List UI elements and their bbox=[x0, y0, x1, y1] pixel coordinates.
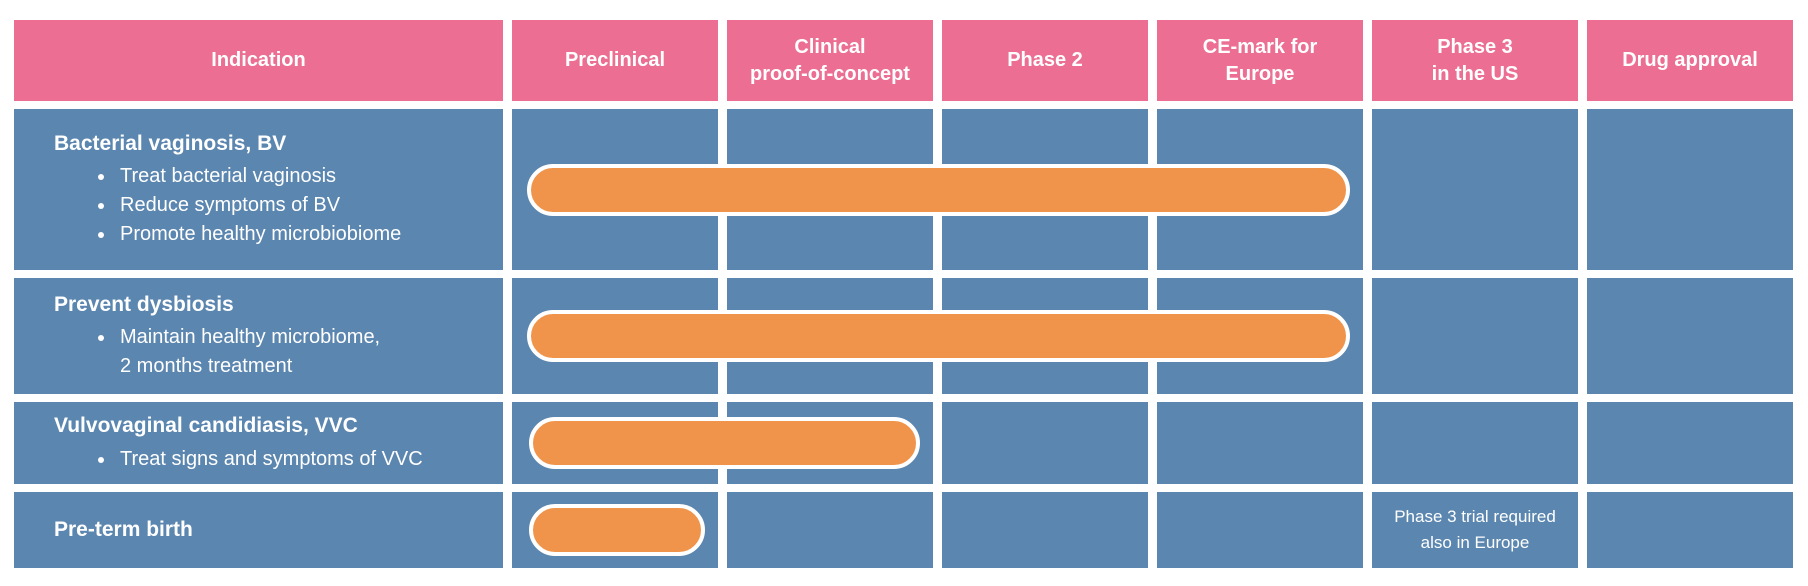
stage-cell bbox=[1587, 109, 1793, 270]
stage-cell bbox=[1587, 492, 1793, 568]
row-title: Pre-term birth bbox=[54, 518, 193, 542]
bullet-item: Treat bacterial vaginosis bbox=[116, 162, 483, 191]
progress-bar-vvc bbox=[529, 417, 921, 469]
bullet-item: Reduce symptoms of BV bbox=[116, 191, 483, 220]
bullet-item: Promote healthy microbiobiome bbox=[116, 220, 483, 249]
bullet-item: Treat signs and symptoms of VVC bbox=[116, 445, 483, 474]
header-cell-phase2: Phase 2 bbox=[942, 20, 1148, 101]
header-cell-phase3-us: Phase 3 in the US bbox=[1372, 20, 1578, 101]
header-cell-ce-mark: CE-mark for Europe bbox=[1157, 20, 1363, 101]
indication-cell-dysbiosis: Prevent dysbiosis Maintain healthy micro… bbox=[14, 278, 503, 394]
indication-cell-bv: Bacterial vaginosis, BV Treat bacterial … bbox=[14, 109, 503, 270]
stage-cell-phase3-note: Phase 3 trial required also in Europe bbox=[1372, 492, 1578, 568]
row-title: Bacterial vaginosis, BV bbox=[54, 131, 287, 155]
stage-cell bbox=[1372, 109, 1578, 270]
stage-cell bbox=[942, 492, 1148, 568]
progress-bar-bv bbox=[527, 163, 1351, 216]
progress-bar-preterm bbox=[529, 504, 706, 556]
bullet-list: Treat signs and symptoms of VVC bbox=[54, 445, 483, 474]
phase3-note-text: Phase 3 trial required also in Europe bbox=[1394, 506, 1556, 552]
indication-cell-vvc: Vulvovaginal candidiasis, VVC Treat sign… bbox=[14, 402, 503, 484]
stage-cell bbox=[1587, 402, 1793, 484]
row-title: Prevent dysbiosis bbox=[54, 292, 234, 316]
header-cell-indication: Indication bbox=[14, 20, 503, 101]
stage-cell bbox=[1587, 278, 1793, 394]
stage-cell bbox=[1157, 402, 1363, 484]
indication-cell-preterm: Pre-term birth bbox=[14, 492, 503, 568]
stage-cell bbox=[1157, 492, 1363, 568]
progress-bar-dysbiosis bbox=[527, 310, 1351, 362]
row-title: Vulvovaginal candidiasis, VVC bbox=[54, 414, 358, 438]
stage-cell bbox=[942, 402, 1148, 484]
stage-cell bbox=[727, 492, 933, 568]
stage-cell bbox=[1372, 278, 1578, 394]
header-cell-drug-approval: Drug approval bbox=[1587, 20, 1793, 101]
bullet-list: Treat bacterial vaginosis Reduce symptom… bbox=[54, 162, 483, 250]
bullet-item: Maintain healthy microbiome, 2 months tr… bbox=[116, 323, 483, 381]
header-cell-preclinical: Preclinical bbox=[512, 20, 718, 101]
header-cell-clinical-poc: Clinical proof-of-concept bbox=[727, 20, 933, 101]
bullet-list: Maintain healthy microbiome, 2 months tr… bbox=[54, 323, 483, 381]
stage-cell bbox=[1372, 402, 1578, 484]
